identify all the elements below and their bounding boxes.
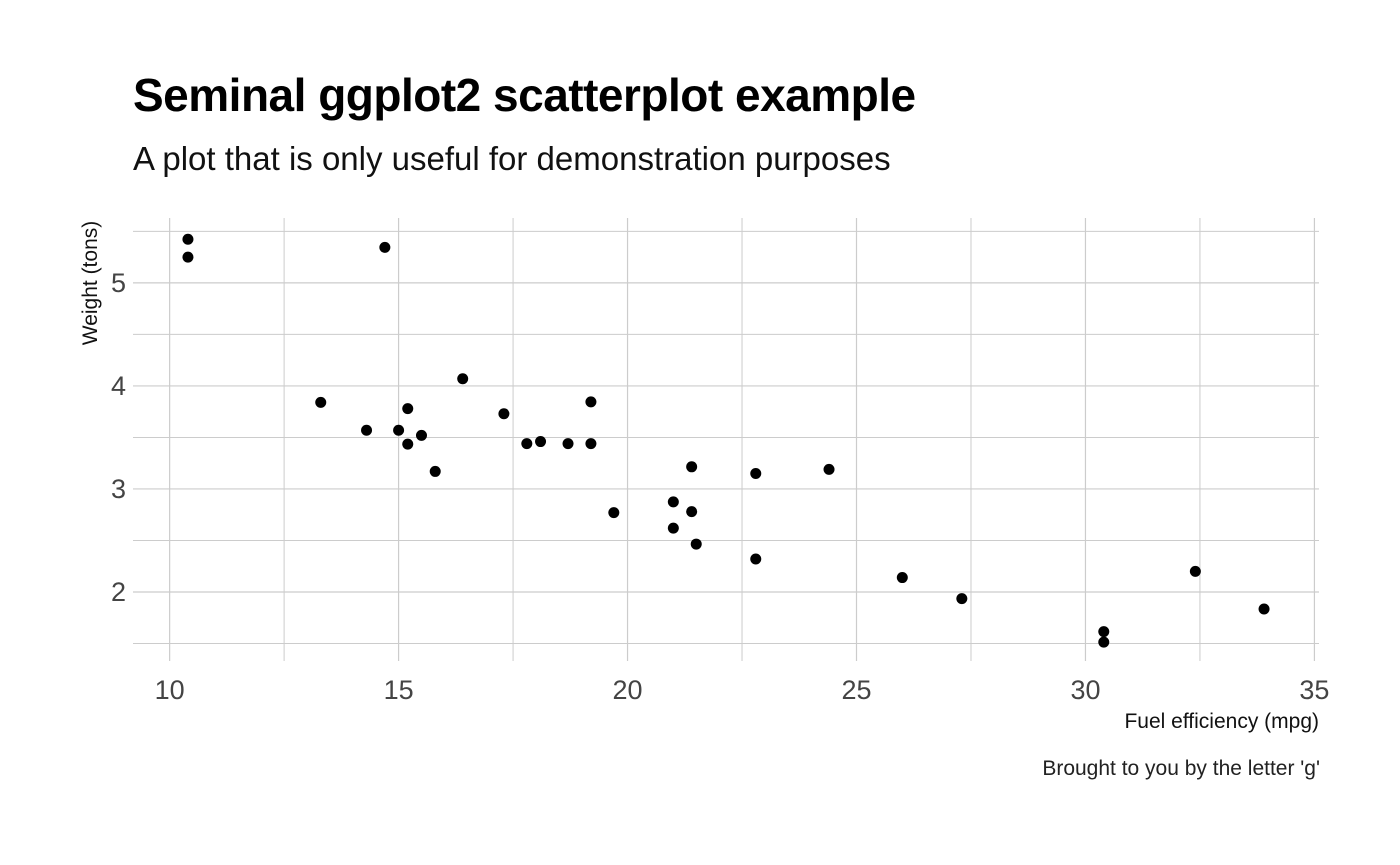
- chart-caption: Brought to you by the letter 'g': [1042, 757, 1320, 780]
- y-axis-title: Weight (tons): [79, 221, 102, 346]
- x-tick-label: 25: [841, 675, 871, 705]
- data-point: [182, 251, 194, 263]
- data-point: [667, 522, 679, 534]
- data-point: [1189, 565, 1201, 577]
- x-tick-label: 10: [155, 675, 185, 705]
- data-point: [667, 496, 679, 508]
- data-point: [402, 438, 414, 450]
- data-point: [585, 438, 597, 450]
- data-point: [608, 507, 620, 519]
- x-tick-label: 35: [1299, 675, 1329, 705]
- chart-subtitle: A plot that is only useful for demonstra…: [133, 140, 891, 177]
- grid-lines: [133, 218, 1319, 661]
- data-point: [393, 424, 405, 436]
- data-point: [562, 438, 574, 450]
- data-point: [686, 506, 698, 518]
- data-point: [823, 463, 835, 475]
- x-axis-title: Fuel efficiency (mpg): [1124, 710, 1319, 733]
- x-tick-label: 20: [613, 675, 643, 705]
- y-tick-label: 4: [111, 371, 126, 401]
- tick-labels: 10 15 20 25 30 35 2 3 4 5: [111, 268, 1329, 705]
- data-point: [457, 373, 469, 385]
- data-point: [686, 461, 698, 473]
- data-point: [361, 424, 373, 436]
- y-tick-label: 2: [111, 577, 126, 607]
- data-point: [690, 538, 702, 550]
- data-point: [1258, 603, 1270, 615]
- data-point: [315, 396, 327, 408]
- data-point: [182, 233, 194, 245]
- data-point: [1098, 636, 1110, 648]
- data-point: [498, 408, 510, 420]
- x-tick-label: 15: [384, 675, 414, 705]
- data-points: [182, 233, 1270, 648]
- data-point: [585, 396, 597, 408]
- data-point: [750, 467, 762, 479]
- data-point: [429, 465, 441, 477]
- data-point: [402, 403, 414, 415]
- chart-title: Seminal ggplot2 scatterplot example: [133, 69, 916, 121]
- y-tick-label: 3: [111, 474, 126, 504]
- y-tick-label: 5: [111, 268, 126, 298]
- x-tick-label: 30: [1070, 675, 1100, 705]
- data-point: [415, 429, 427, 441]
- data-point: [521, 438, 533, 450]
- data-point: [956, 593, 968, 605]
- data-point: [535, 436, 547, 448]
- data-point: [750, 553, 762, 565]
- data-point: [1098, 626, 1110, 638]
- data-point: [379, 241, 391, 253]
- data-point: [896, 572, 908, 584]
